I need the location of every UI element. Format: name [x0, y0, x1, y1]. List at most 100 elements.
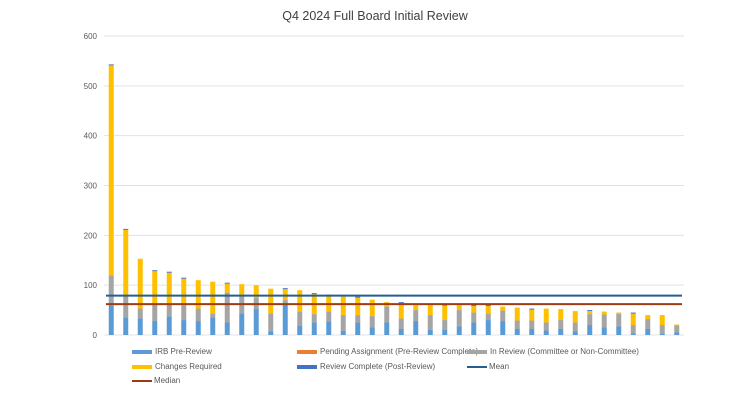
bar-in-review-committee-or-non-committee — [529, 320, 535, 330]
legend-label: In Review (Committee or Non-Committee) — [490, 347, 639, 356]
bar-irb-pre-review — [442, 330, 448, 335]
bar-in-review-committee-or-non-committee — [587, 314, 593, 326]
bar-irb-pre-review — [529, 329, 535, 335]
y-tick-label: 600 — [84, 32, 98, 41]
legend-swatch — [132, 364, 152, 369]
bar-changes-required — [529, 309, 535, 321]
legend-swatch — [297, 364, 317, 369]
bar-irb-pre-review — [471, 322, 477, 335]
bar-review-complete-post-review — [123, 228, 129, 230]
bar-irb-pre-review — [674, 332, 680, 335]
bar-in-review-committee-or-non-committee — [152, 303, 158, 322]
bar-changes-required — [659, 315, 665, 326]
bar-in-review-committee-or-non-committee — [616, 314, 622, 327]
legend-swatch — [467, 365, 487, 368]
legend-item-pending-assignment-pre-review-complete: Pending Assignment (Pre-Review Complete) — [297, 347, 478, 356]
legend-label: Changes Required — [155, 362, 222, 371]
bar-irb-pre-review — [108, 305, 114, 335]
bar-review-complete-post-review — [587, 310, 593, 312]
bar-in-review-committee-or-non-committee — [485, 313, 491, 321]
bar-in-review-committee-or-non-committee — [268, 313, 274, 332]
legend-item-irb-pre-review: IRB Pre-Review — [132, 347, 212, 356]
bar-irb-pre-review — [616, 326, 622, 335]
bar-irb-pre-review — [123, 317, 129, 335]
bar-irb-pre-review — [630, 333, 636, 335]
bar-changes-required — [108, 65, 114, 276]
bar-irb-pre-review — [413, 321, 419, 335]
bar-irb-pre-review — [384, 322, 390, 335]
bar-review-complete-post-review — [152, 270, 158, 272]
bar-changes-required — [268, 288, 274, 314]
legend-label: Median — [154, 376, 181, 385]
bar-changes-required — [572, 311, 578, 323]
bar-irb-pre-review — [514, 329, 520, 335]
bar-in-review-committee-or-non-committee — [558, 320, 564, 330]
bar-review-complete-post-review — [311, 293, 317, 295]
chart-title: Q4 2024 Full Board Initial Review — [282, 9, 468, 23]
bar-in-review-committee-or-non-committee — [326, 311, 332, 322]
bar-review-complete-post-review — [471, 305, 477, 307]
bar-changes-required — [166, 272, 172, 305]
bar-irb-pre-review — [558, 329, 564, 335]
bar-irb-pre-review — [297, 326, 303, 335]
bar-in-review-committee-or-non-committee — [166, 304, 172, 317]
bar-review-complete-post-review — [398, 302, 404, 304]
bar-changes-required — [543, 308, 549, 323]
bar-in-review-committee-or-non-committee — [601, 314, 607, 328]
bar-irb-pre-review — [311, 322, 317, 335]
legend-item-mean: Mean — [467, 362, 509, 371]
bar-in-review-committee-or-non-committee — [543, 322, 549, 331]
bar-changes-required — [355, 297, 361, 316]
bar-irb-pre-review — [456, 326, 462, 335]
bar-changes-required — [239, 284, 245, 296]
bar-changes-required — [137, 258, 143, 309]
y-tick-label: 0 — [93, 331, 98, 340]
bar-changes-required — [674, 324, 680, 326]
bar-in-review-committee-or-non-committee — [137, 308, 143, 319]
legend-label: Review Complete (Post-Review) — [320, 362, 436, 371]
legend-swatch — [132, 379, 152, 382]
bar-in-review-committee-or-non-committee — [384, 306, 390, 323]
bar-changes-required — [558, 309, 564, 321]
bar-irb-pre-review — [340, 331, 346, 335]
bar-irb-pre-review — [369, 327, 375, 335]
bar-in-review-committee-or-non-committee — [282, 300, 288, 305]
bar-irb-pre-review — [210, 317, 216, 335]
legend-label: Mean — [489, 362, 510, 371]
bar-changes-required — [514, 307, 520, 321]
bar-in-review-committee-or-non-committee — [456, 310, 462, 327]
bar-review-complete-post-review — [630, 312, 636, 314]
bar-in-review-committee-or-non-committee — [195, 308, 201, 322]
bar-irb-pre-review — [166, 316, 172, 335]
bar-irb-pre-review — [485, 320, 491, 335]
bar-in-review-committee-or-non-committee — [471, 312, 477, 323]
bar-changes-required — [587, 311, 593, 315]
bar-irb-pre-review — [137, 318, 143, 335]
bar-in-review-committee-or-non-committee — [674, 325, 680, 333]
bar-changes-required — [616, 312, 622, 315]
bar-irb-pre-review — [427, 330, 433, 335]
bar-in-review-committee-or-non-committee — [630, 325, 636, 334]
bar-changes-required — [500, 306, 506, 311]
bar-changes-required — [152, 271, 158, 304]
bar-in-review-committee-or-non-committee — [369, 316, 375, 328]
bar-changes-required — [195, 280, 201, 309]
legend-item-changes-required: Changes Required — [132, 362, 222, 371]
bar-in-review-committee-or-non-committee — [123, 295, 129, 318]
bar-review-complete-post-review — [224, 282, 230, 284]
bar-irb-pre-review — [543, 330, 549, 335]
bar-changes-required — [224, 283, 230, 293]
bar-changes-required — [645, 315, 651, 320]
bar-in-review-committee-or-non-committee — [427, 315, 433, 331]
bar-changes-required — [442, 305, 448, 321]
bar-changes-required — [485, 306, 491, 314]
bar-changes-required — [427, 303, 433, 316]
bar-irb-pre-review — [500, 321, 506, 335]
bar-review-complete-post-review — [282, 288, 288, 290]
bar-changes-required — [456, 305, 462, 311]
bar-changes-required — [369, 299, 375, 317]
bar-irb-pre-review — [181, 320, 187, 335]
bar-irb-pre-review — [645, 329, 651, 335]
bar-irb-pre-review — [268, 331, 274, 335]
bar-review-complete-post-review — [529, 308, 535, 310]
